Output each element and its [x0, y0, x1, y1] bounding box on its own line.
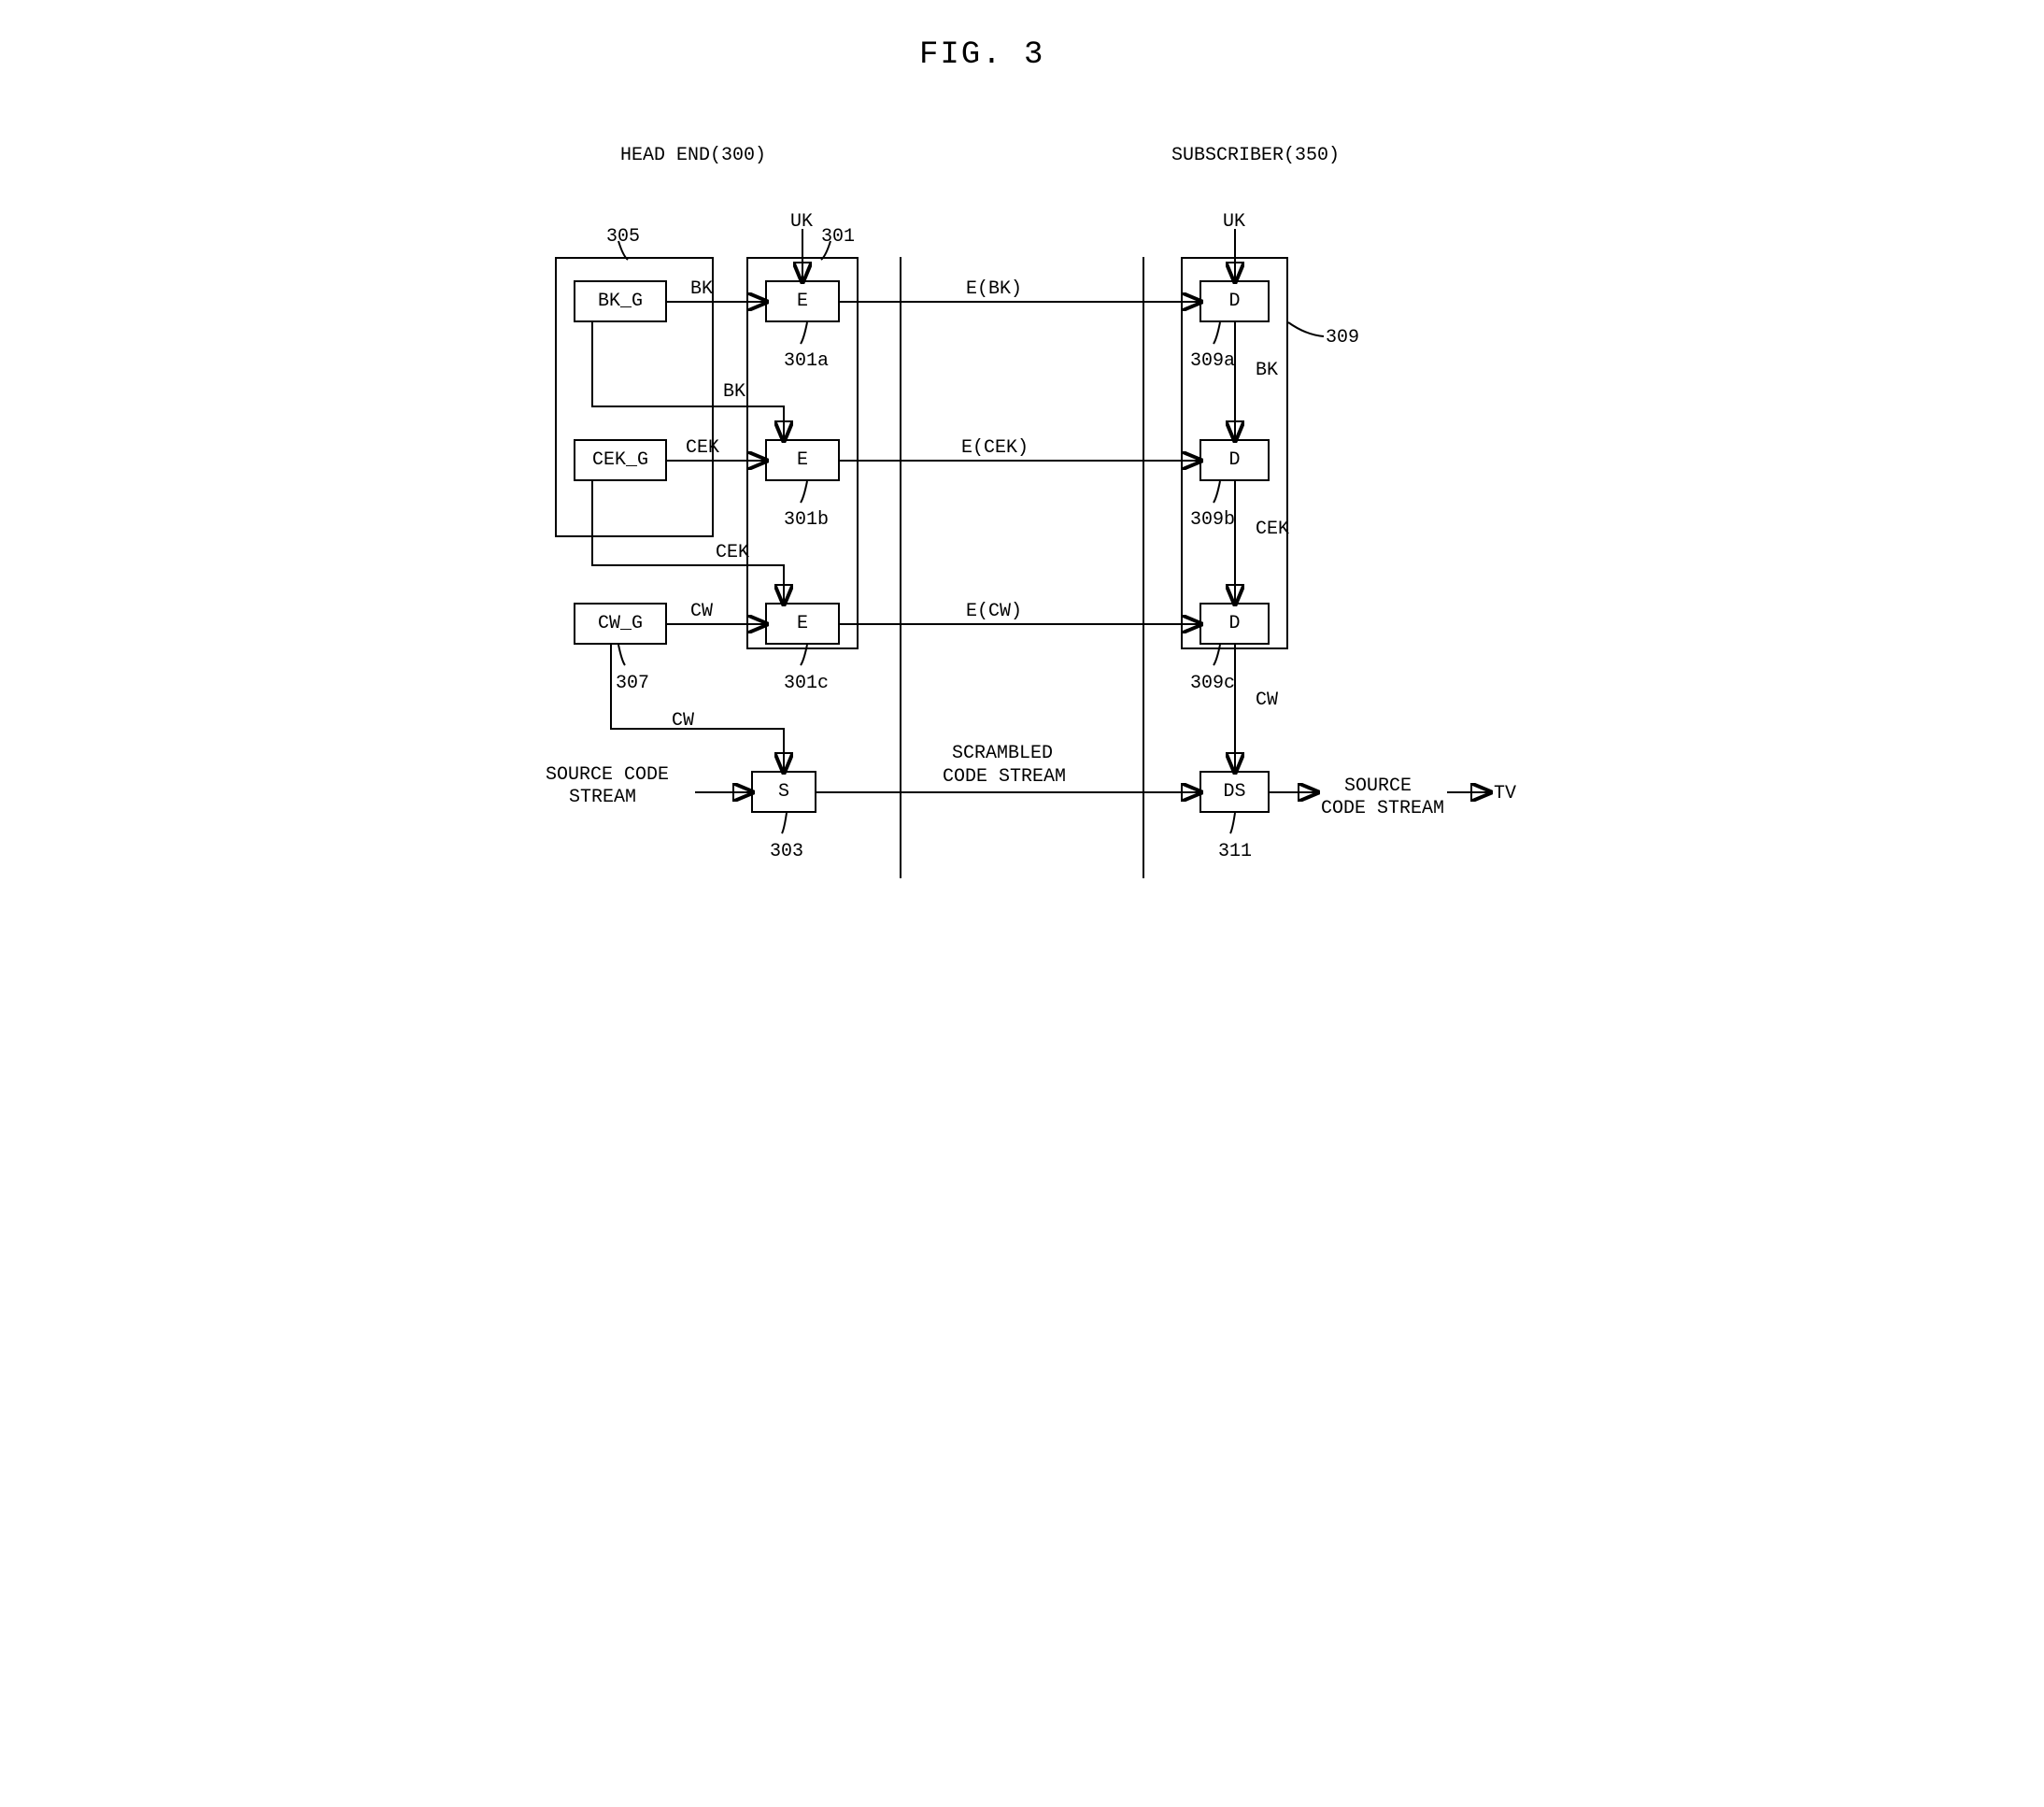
diagram-canvas: FIG. 3 HEAD END(300) SUBSCRIBER(350) 305… [508, 37, 1536, 944]
wires-svg [508, 37, 1536, 944]
